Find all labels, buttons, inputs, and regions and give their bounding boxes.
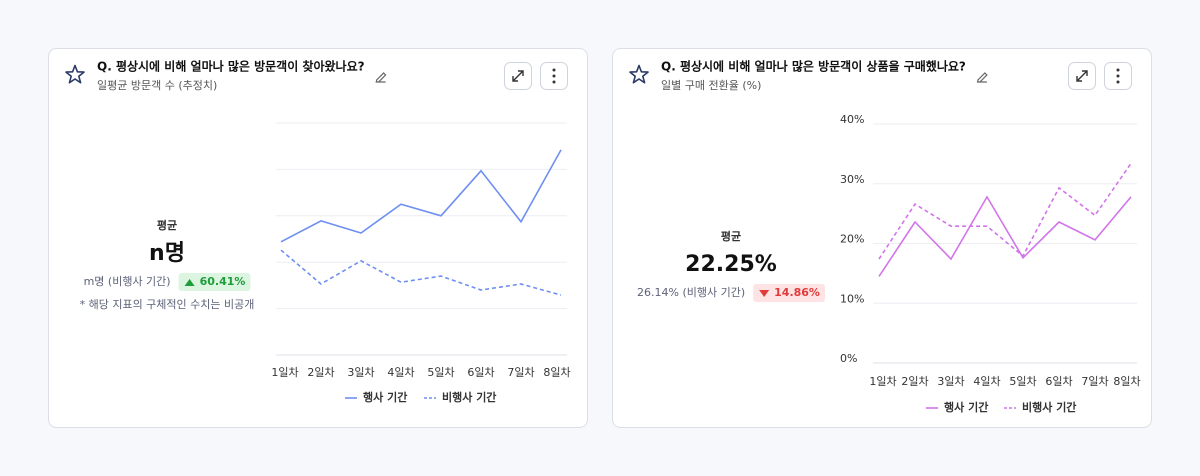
summary-value: n명 [149,241,185,266]
summary-change: 60.41% [200,275,246,288]
series-line [878,162,1132,260]
summary-value: 22.25% [685,252,777,277]
more-dot [552,68,556,72]
legend-label: 비행사 기간 [442,390,496,404]
card-subtitle: 일평균 방문객 수 (추정치) [97,78,217,92]
y-tick-label: 20% [840,233,864,246]
more-dot [552,80,556,84]
x-tick-label: 6일차 [1045,374,1072,388]
change-badge [753,284,825,302]
x-tick-label: 4일차 [973,374,1000,388]
summary-note: * 해당 지표의 구체적인 수치는 비공개 [80,297,255,311]
series-line [280,149,562,243]
x-tick-label: 2일차 [307,365,334,379]
summary-compare: 26.14% (비행사 기간) [637,286,745,299]
series-line [878,195,1132,277]
change-badge [178,273,251,291]
change-arrow [759,290,770,297]
legend-label: 행사 기간 [944,400,988,414]
card [48,48,588,428]
expand-icon [512,70,524,82]
more-dot [1116,74,1120,78]
x-tick-label: 3일차 [347,365,374,379]
summary-compare: m명 (비행사 기간) [84,275,171,288]
expand-icon [1076,70,1088,82]
summary-change: 14.86% [774,286,820,299]
y-tick-label: 30% [840,173,864,186]
card-subtitle: 일별 구매 전환율 (%) [661,78,761,92]
card-title: Q. 평상시에 비해 얼마나 많은 방문객이 찾아왔나요? [97,59,365,74]
legend-label: 비행사 기간 [1022,400,1076,414]
legend-label: 행사 기간 [363,390,407,404]
x-tick-label: 8일차 [1113,374,1140,388]
x-tick-label: 1일차 [271,365,298,379]
x-tick-label: 7일차 [507,365,534,379]
x-tick-label: 6일차 [467,365,494,379]
edit-icon[interactable] [976,72,988,83]
y-tick-label: 40% [840,113,864,126]
x-tick-label: 3일차 [937,374,964,388]
more-dot [1116,68,1120,72]
summary-label: 평균 [721,229,741,243]
card [612,48,1152,428]
y-tick-label: 0% [840,352,857,365]
series-line [280,249,562,296]
x-tick-label: 5일차 [427,365,454,379]
x-tick-label: 8일차 [543,365,570,379]
summary-label: 평균 [157,218,177,232]
x-tick-label: 7일차 [1081,374,1108,388]
x-tick-label: 4일차 [387,365,414,379]
favorite-star[interactable] [65,64,85,84]
x-tick-label: 5일차 [1009,374,1036,388]
favorite-star[interactable] [629,64,649,84]
y-tick-label: 10% [840,292,864,305]
x-tick-label: 2일차 [901,374,928,388]
change-arrow [184,279,195,286]
x-tick-label: 1일차 [869,374,896,388]
more-dot [1116,80,1120,84]
card-title: Q. 평상시에 비해 얼마나 많은 방문객이 상품을 구매했나요? [661,59,966,74]
more-dot [552,74,556,78]
edit-icon[interactable] [375,72,387,83]
